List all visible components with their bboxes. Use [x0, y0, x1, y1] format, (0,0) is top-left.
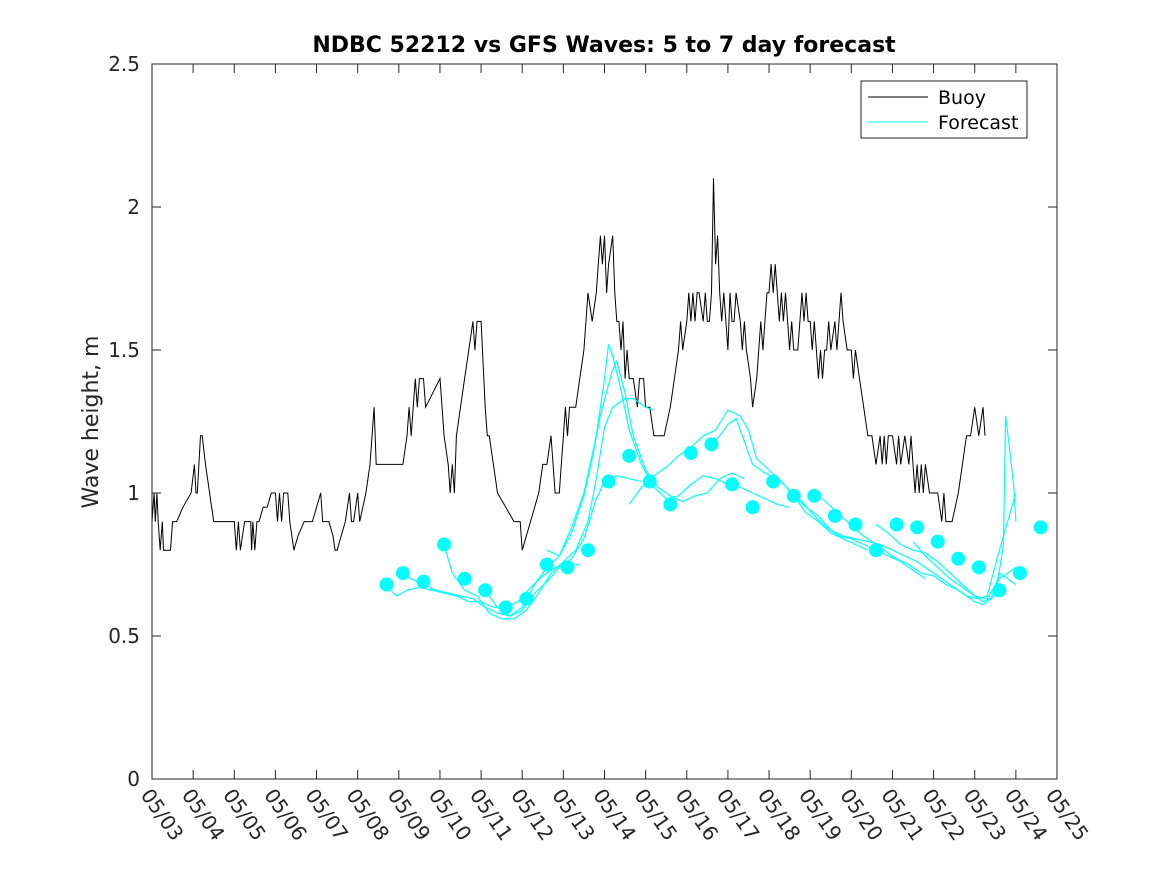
forecast-point [622, 448, 637, 463]
forecast-point [539, 557, 554, 572]
forecast-point [807, 488, 822, 503]
legend: Buoy Forecast [860, 80, 1028, 139]
chart-title: NDBC 52212 vs GFS Waves: 5 to 7 day fore… [312, 33, 896, 58]
forecast-point [581, 543, 596, 558]
forecast-point [869, 543, 883, 558]
forecast-run-line [822, 498, 959, 591]
forecast-point [910, 520, 925, 535]
forecast-point [1033, 520, 1048, 535]
forecast-point [601, 474, 616, 489]
legend-forecast-label: Forecast [938, 112, 1018, 134]
forecast-point [519, 591, 534, 606]
forecast-point [642, 474, 657, 489]
forecast-point [930, 534, 945, 549]
forecast-point [971, 560, 986, 575]
forecast-point [889, 517, 904, 532]
forecast-point [848, 517, 863, 532]
forecast-point [1012, 566, 1027, 581]
y-tick-label: 1 [127, 481, 140, 505]
forecast-point [786, 488, 801, 503]
forecast-point [498, 600, 513, 615]
forecast-point [992, 583, 1007, 598]
forecast-point [560, 560, 575, 575]
forecast-run-line [386, 563, 580, 609]
buoy-series-line [151, 178, 986, 551]
forecast-point [437, 537, 452, 552]
forecast-point [827, 508, 842, 523]
forecast-run-line [875, 415, 1017, 603]
forecast-point [379, 577, 394, 592]
forecast-point [704, 437, 719, 452]
y-axis-label: Wave height, m [79, 336, 104, 509]
forecast-point [683, 445, 698, 460]
forecast-point [951, 551, 966, 566]
forecast-point [395, 566, 410, 581]
forecast-run-line [957, 572, 1017, 606]
forecast-point [478, 583, 493, 598]
forecast-point [745, 500, 760, 515]
forecast-point [663, 497, 678, 512]
y-tick-label: 2.5 [108, 52, 140, 76]
forecast-point [766, 474, 781, 489]
forecast-point [416, 574, 431, 589]
y-tick-label: 2 [127, 195, 140, 219]
forecast-point [457, 571, 472, 586]
forecast-run-line [484, 359, 745, 617]
forecast-run-line [793, 492, 1017, 600]
forecast-point [725, 477, 740, 492]
y-tick-label: 0.5 [108, 624, 140, 648]
legend-buoy-label: Buoy [938, 87, 986, 109]
forecast-run-line [912, 541, 1017, 600]
y-tick-label: 1.5 [108, 338, 140, 362]
forecast-run-line [546, 344, 790, 557]
forecast-run-line [628, 409, 869, 551]
forecast-run-line [402, 475, 642, 617]
y-tick-label: 0 [127, 767, 140, 791]
